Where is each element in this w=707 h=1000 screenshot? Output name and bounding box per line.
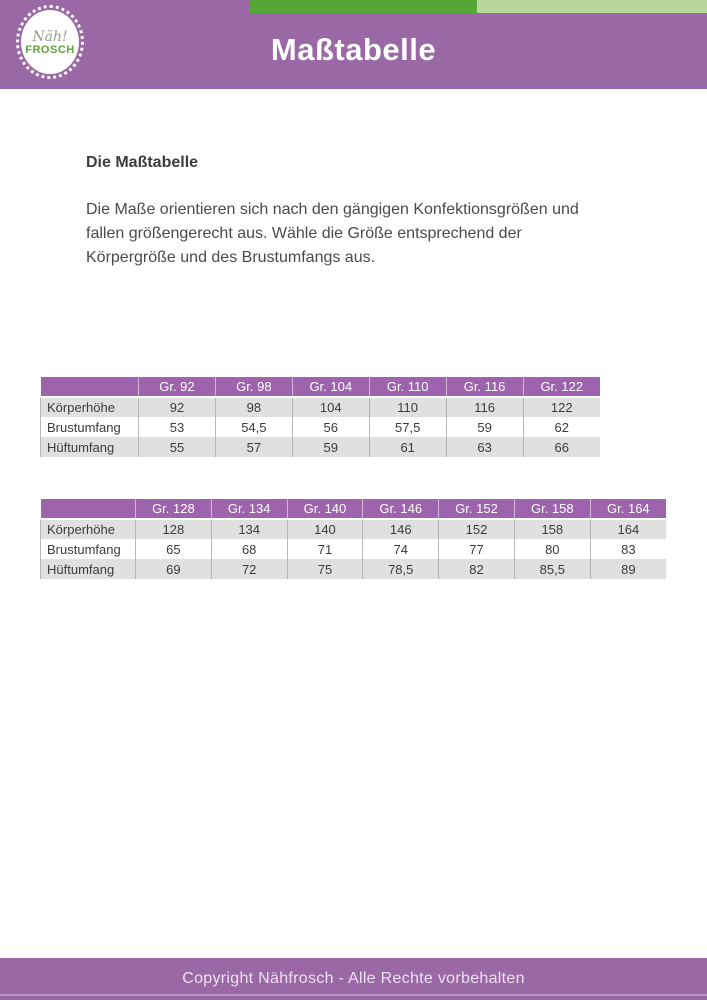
measurement-value: 80: [514, 539, 591, 559]
measurement-value: 53: [138, 417, 216, 437]
measurement-value: 92: [138, 397, 216, 417]
column-header: Gr. 164: [590, 499, 666, 520]
measurement-value: 146: [362, 519, 440, 539]
column-header: Gr. 98: [215, 377, 293, 398]
measurement-value: 59: [446, 417, 524, 437]
measurement-value: 98: [215, 397, 293, 417]
measurement-value: 69: [135, 559, 212, 579]
measurement-value: 61: [369, 437, 447, 457]
measurement-value: 158: [514, 519, 591, 539]
measurement-value: 63: [446, 437, 524, 457]
measurement-value: 110: [369, 397, 447, 417]
column-header: Gr. 104: [292, 377, 370, 398]
size-table-92-122: Gr. 92 Gr. 98 Gr. 104 Gr. 110 Gr. 116 Gr. 122…: [40, 377, 600, 457]
column-header: Gr. 140: [287, 499, 364, 520]
table-row: Hüftumfang 55 57 59 61 63 66: [40, 437, 600, 457]
row-label: Hüftumfang: [40, 437, 139, 457]
logo-brand-text: FROSCH: [25, 44, 75, 57]
page-title: Maßtabelle: [270, 32, 437, 67]
measurement-value: 116: [446, 397, 524, 417]
measurement-value: 59: [292, 437, 370, 457]
measurement-value: 104: [292, 397, 370, 417]
table-row: Hüftumfang 69 72 75 78,5 82 85,5 89: [40, 559, 666, 579]
header-band: Näh! FROSCH Maßtabelle: [0, 0, 707, 89]
column-header: Gr. 152: [438, 499, 515, 520]
row-label: Körperhöhe: [40, 519, 136, 539]
measurement-value: 122: [523, 397, 600, 417]
measurement-value: 72: [211, 559, 288, 579]
row-label: Brustumfang: [40, 417, 139, 437]
column-header: Gr. 110: [369, 377, 447, 398]
measurement-value: 57: [215, 437, 293, 457]
measurement-value: 89: [590, 559, 666, 579]
measurement-value: 78,5: [362, 559, 440, 579]
column-header: Gr. 128: [135, 499, 212, 520]
measurement-value: 83: [590, 539, 666, 559]
table-header-row: Gr. 128 Gr. 134 Gr. 140 Gr. 146 Gr. 152 Gr. 1…: [40, 499, 666, 520]
logo-script-text: Näh!: [32, 29, 68, 46]
measurement-value: 57,5: [369, 417, 447, 437]
measurement-value: 77: [438, 539, 515, 559]
column-header: Gr. 158: [514, 499, 591, 520]
green-accent-strip-dark: [250, 0, 477, 13]
column-header-empty: [40, 499, 136, 520]
footer-edge-highlight: [0, 994, 707, 996]
table-row: Brustumfang 65 68 71 74 77 80 83: [40, 539, 666, 559]
footer-band: Copyright Nähfrosch - Alle Rechte vorbeh…: [0, 958, 707, 1000]
row-label: Hüftumfang: [40, 559, 136, 579]
table-header-row: Gr. 92 Gr. 98 Gr. 104 Gr. 110 Gr. 116 Gr. 122: [40, 377, 600, 398]
measurement-value: 66: [523, 437, 600, 457]
size-table-128-164: Gr. 128 Gr. 134 Gr. 140 Gr. 146 Gr. 152 Gr. 1…: [40, 499, 666, 579]
measurement-value: 65: [135, 539, 212, 559]
measurement-value: 164: [590, 519, 666, 539]
measurement-value: 55: [138, 437, 216, 457]
measurement-value: 152: [438, 519, 515, 539]
row-label: Körperhöhe: [40, 397, 139, 417]
measurement-value: 128: [135, 519, 212, 539]
column-header: Gr. 134: [211, 499, 288, 520]
table-row: Körperhöhe 128 134 140 146 152 158 164: [40, 519, 666, 539]
measurement-value: 56: [292, 417, 370, 437]
column-header: Gr. 122: [523, 377, 600, 398]
copyright-text: Copyright Nähfrosch - Alle Rechte vorbeh…: [182, 970, 525, 987]
intro-paragraph: Die Maße orientieren sich nach den gängi…: [86, 201, 579, 266]
table-row: Körperhöhe 92 98 104 110 116 122: [40, 397, 600, 417]
column-header: Gr. 146: [362, 499, 440, 520]
column-header: Gr. 92: [138, 377, 216, 398]
measurement-value: 68: [211, 539, 288, 559]
measurement-value: 71: [287, 539, 364, 559]
measurement-value: 82: [438, 559, 515, 579]
column-header-empty: [40, 377, 139, 398]
measurement-value: 140: [287, 519, 364, 539]
measurement-value: 75: [287, 559, 364, 579]
green-accent-strip-light: [477, 0, 707, 13]
naehfrosch-logo: Näh! FROSCH: [16, 5, 84, 79]
column-header: Gr. 116: [446, 377, 524, 398]
measurement-value: 54,5: [215, 417, 293, 437]
table-row: Brustumfang 53 54,5 56 57,5 59 62: [40, 417, 600, 437]
measurement-value: 74: [362, 539, 440, 559]
measurement-value: 85,5: [514, 559, 591, 579]
measurement-value: 134: [211, 519, 288, 539]
section-heading: Die Maßtabelle: [86, 154, 199, 171]
row-label: Brustumfang: [40, 539, 136, 559]
measurement-value: 62: [523, 417, 600, 437]
